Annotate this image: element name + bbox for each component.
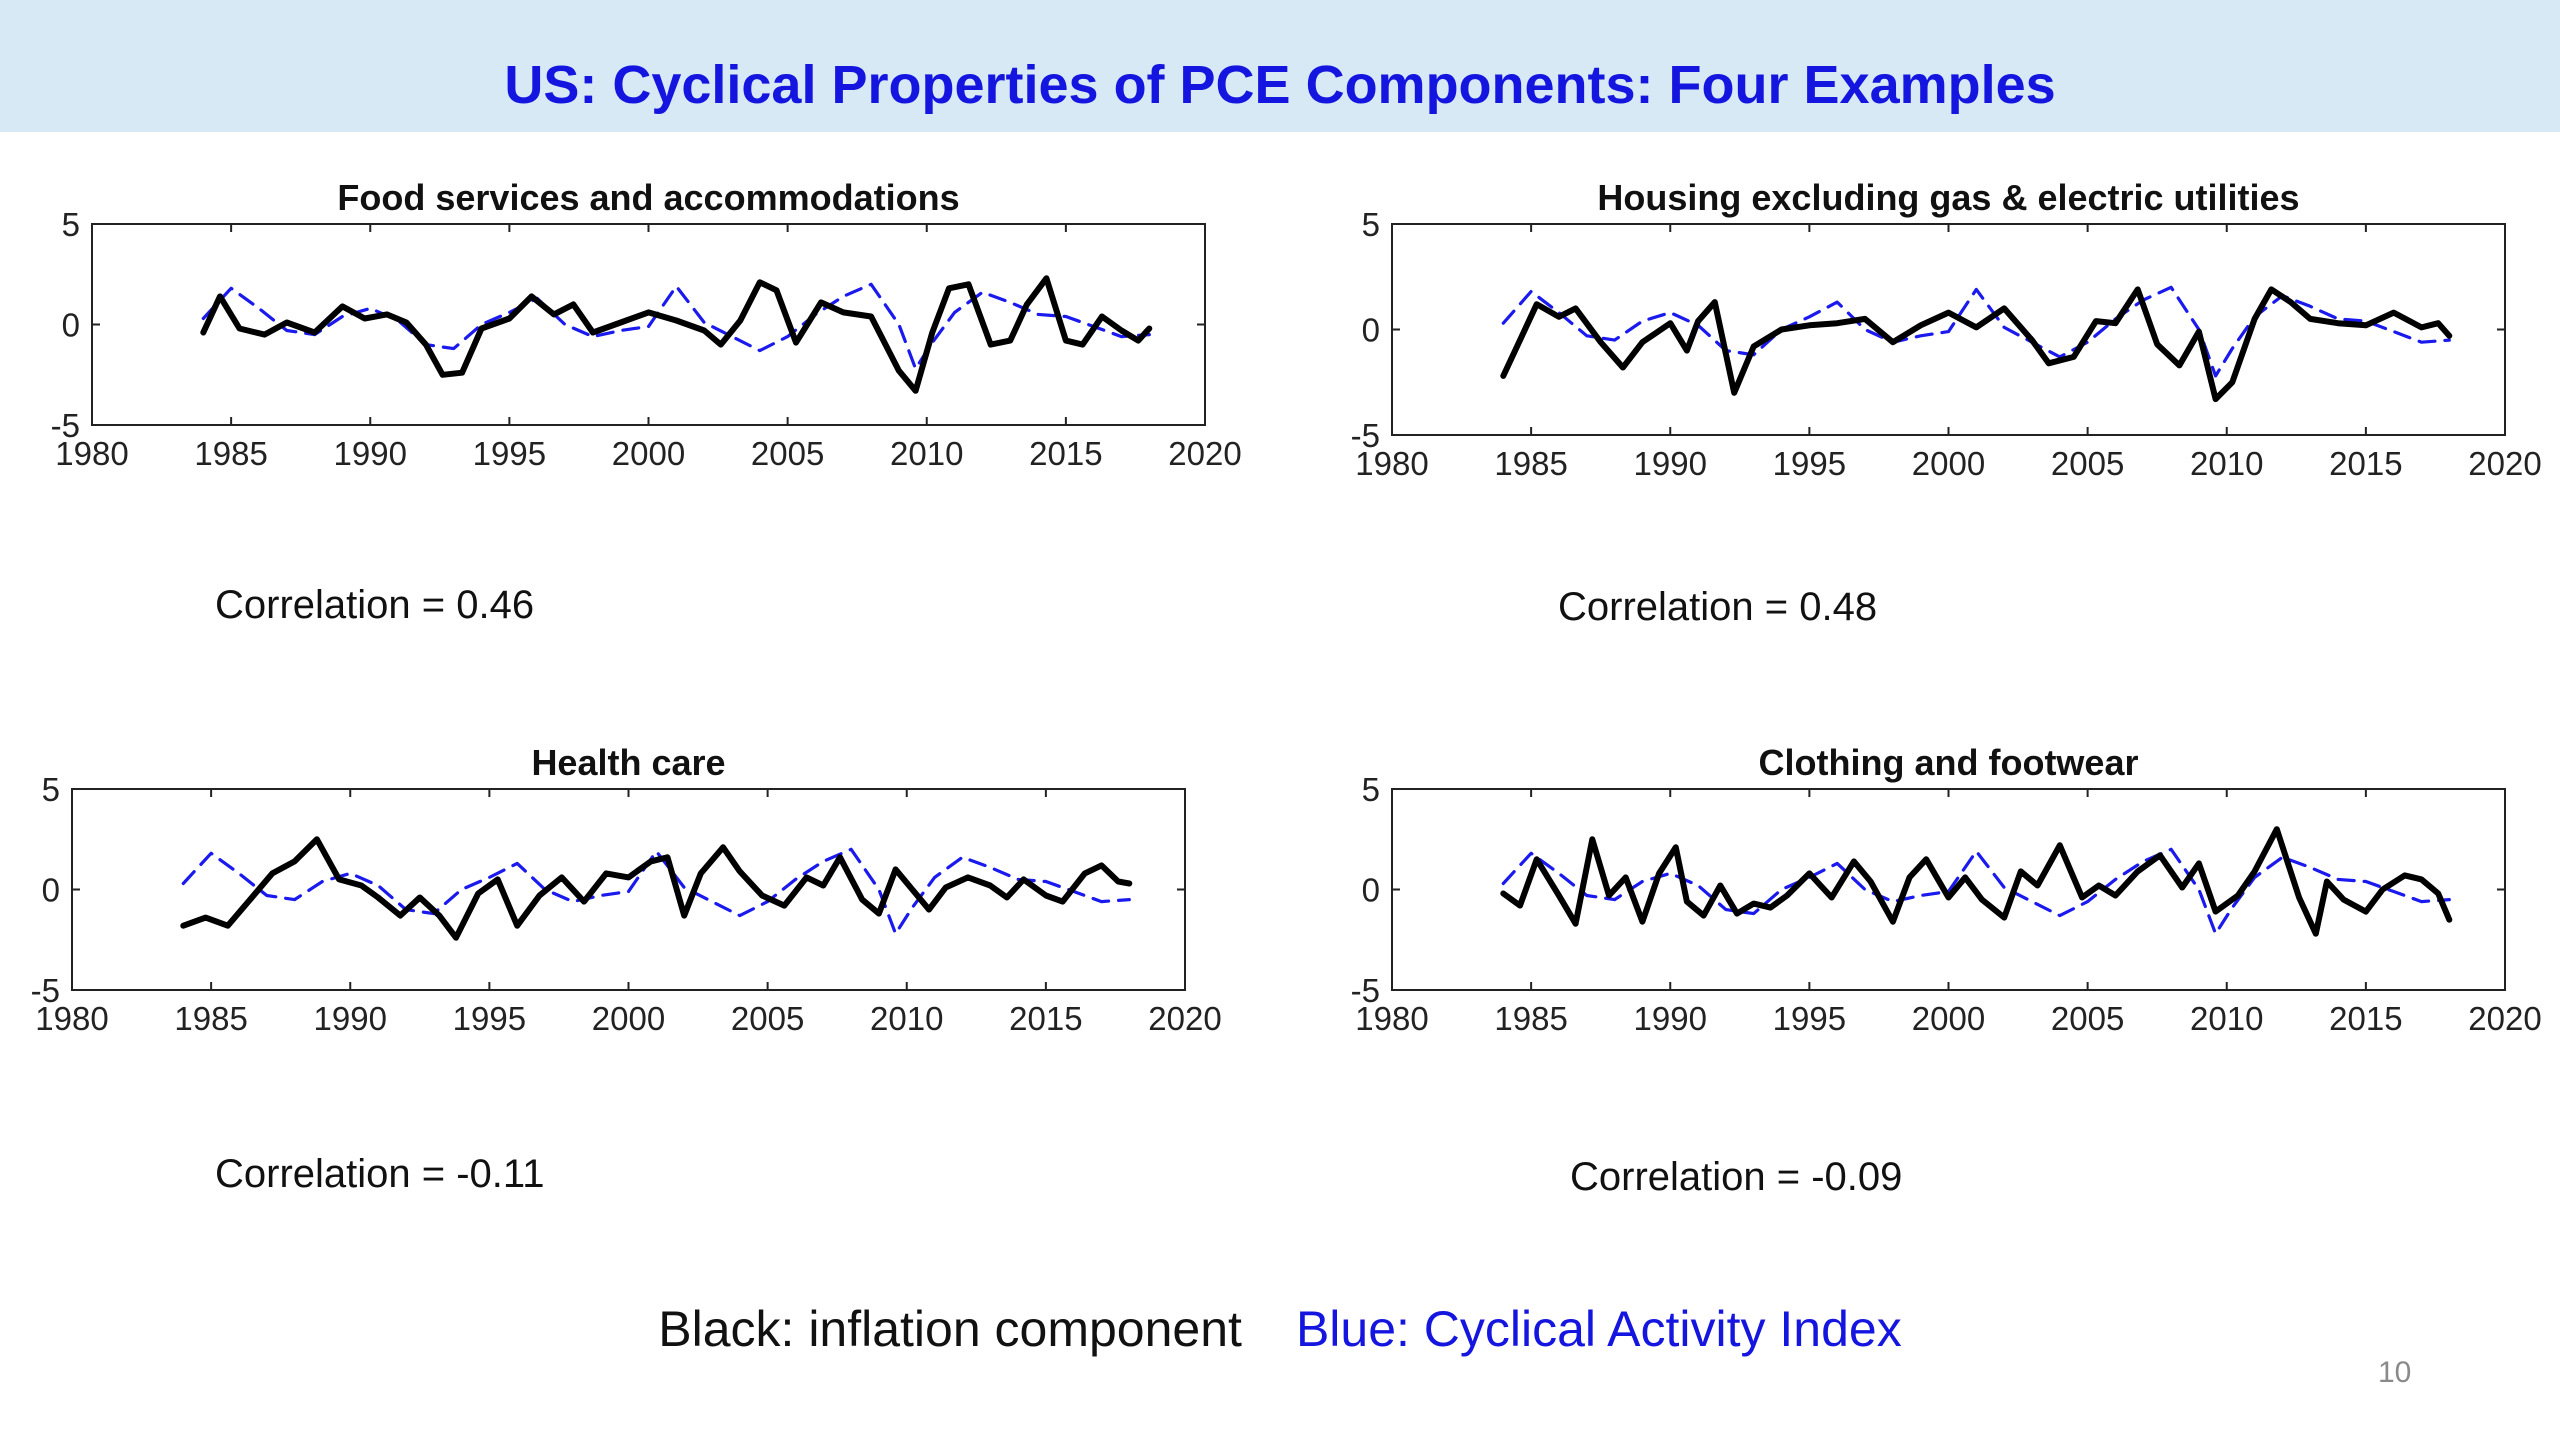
chart-title: Clothing and footwear bbox=[1759, 742, 2139, 783]
x-tick-label: 1980 bbox=[35, 1000, 108, 1037]
x-tick-label: 1995 bbox=[1773, 1000, 1846, 1037]
x-tick-label: 2005 bbox=[2051, 1000, 2124, 1037]
x-tick-label: 2000 bbox=[612, 435, 685, 472]
x-tick-label: 2015 bbox=[1009, 1000, 1082, 1037]
x-tick-label: 2015 bbox=[2329, 445, 2402, 482]
correlation-food-services: Correlation = 0.46 bbox=[215, 583, 535, 627]
series-inflation-line bbox=[200, 275, 1153, 394]
x-tick-label: 1990 bbox=[314, 1000, 387, 1037]
x-tick-label: 1980 bbox=[55, 435, 128, 472]
x-tick-label: 2020 bbox=[1148, 1000, 1221, 1037]
x-tick-label: 2005 bbox=[751, 435, 824, 472]
chart-svg: Housing excluding gas & electric utiliti… bbox=[1351, 177, 2542, 482]
y-tick-label: 5 bbox=[1362, 206, 1380, 243]
x-tick-label: 1995 bbox=[1773, 445, 1846, 482]
page-number: 10 bbox=[2378, 1356, 2412, 1389]
legend: Black: inflation component Blue: Cyclical… bbox=[0, 1300, 2560, 1358]
x-tick-label: 1980 bbox=[1355, 1000, 1428, 1037]
y-tick-label: 0 bbox=[42, 872, 60, 909]
x-tick-label: 2005 bbox=[2051, 445, 2124, 482]
y-tick-label: 0 bbox=[1362, 312, 1380, 349]
x-tick-label: 2005 bbox=[731, 1000, 804, 1037]
y-tick-label: 5 bbox=[1362, 771, 1380, 808]
y-tick-label: 5 bbox=[62, 206, 80, 243]
x-tick-label: 2010 bbox=[870, 1000, 943, 1037]
chart-housing: Housing excluding gas & electric utiliti… bbox=[1330, 160, 2542, 570]
x-tick-label: 1985 bbox=[1494, 445, 1567, 482]
x-tick-label: 1985 bbox=[174, 1000, 247, 1037]
chart-title: Health care bbox=[531, 742, 725, 783]
correlation-clothing: Correlation = -0.09 bbox=[1570, 1155, 1903, 1199]
series-inflation-line bbox=[1500, 286, 2453, 403]
chart-svg: Clothing and footwear 1980 1985 1990 1995 200… bbox=[1351, 742, 2542, 1037]
series-inflation-line bbox=[180, 836, 1133, 941]
y-tick-label: -5 bbox=[31, 972, 60, 1009]
correlation-health-care: Correlation = -0.11 bbox=[215, 1152, 545, 1196]
x-tick-label: 2020 bbox=[2468, 445, 2541, 482]
x-tick-label: 2010 bbox=[890, 435, 963, 472]
legend-cyclical-activity-index: Blue: Cyclical Activity Index bbox=[1295, 1301, 1902, 1357]
correlation-housing: Correlation = 0.48 bbox=[1558, 585, 1878, 629]
x-tick-label: 1990 bbox=[334, 435, 407, 472]
x-tick-label: 1995 bbox=[453, 1000, 526, 1037]
chart-food-services: Food services and accommodations 1980 1985… bbox=[30, 160, 1242, 560]
series-activity-index-line bbox=[1501, 847, 2451, 936]
x-tick-label: 2020 bbox=[2468, 1000, 2541, 1037]
x-tick-label: 1980 bbox=[1355, 445, 1428, 482]
x-tick-label: 2000 bbox=[1912, 1000, 1985, 1037]
series-inflation-line bbox=[1500, 826, 2453, 937]
series-activity-index-line bbox=[181, 847, 1131, 936]
y-tick-label: 5 bbox=[42, 771, 60, 808]
x-tick-label: 1985 bbox=[1494, 1000, 1567, 1037]
x-tick-label: 2000 bbox=[592, 1000, 665, 1037]
series-activity-index-line bbox=[1501, 285, 2451, 378]
x-tick-label: 2015 bbox=[2329, 1000, 2402, 1037]
y-tick-label: -5 bbox=[1351, 417, 1380, 454]
chart-clothing: Clothing and footwear 1980 1985 1990 1995 200… bbox=[1330, 725, 2542, 1125]
y-tick-label: -5 bbox=[51, 407, 80, 444]
x-tick-label: 1990 bbox=[1634, 1000, 1707, 1037]
x-tick-label: 2015 bbox=[1029, 435, 1102, 472]
series-activity-index-line bbox=[201, 282, 1151, 371]
title-bar bbox=[0, 0, 2560, 132]
y-tick-label: 0 bbox=[62, 307, 80, 344]
x-tick-label: 2010 bbox=[2190, 1000, 2263, 1037]
chart-svg: Health care 1980 1985 1990 1995 2000 2005 2010 2… bbox=[31, 742, 1222, 1037]
x-tick-label: 1995 bbox=[473, 435, 546, 472]
legend-inflation-component: Black: inflation component bbox=[658, 1301, 1242, 1357]
chart-title: Housing excluding gas & electric utiliti… bbox=[1597, 177, 2299, 218]
x-tick-label: 2000 bbox=[1912, 445, 1985, 482]
x-tick-label: 1990 bbox=[1634, 445, 1707, 482]
x-tick-label: 2010 bbox=[2190, 445, 2263, 482]
chart-health-care: Health care 1980 1985 1990 1995 2000 2005 2010 2… bbox=[10, 725, 1222, 1125]
x-tick-label: 2020 bbox=[1168, 435, 1241, 472]
chart-title: Food services and accommodations bbox=[337, 177, 959, 218]
chart-svg: Food services and accommodations 1980 1985… bbox=[51, 177, 1242, 472]
slide-title: US: Cyclical Properties of PCE Component… bbox=[504, 55, 2056, 115]
y-tick-label: 0 bbox=[1362, 872, 1380, 909]
y-tick-label: -5 bbox=[1351, 972, 1380, 1009]
x-tick-label: 1985 bbox=[194, 435, 267, 472]
